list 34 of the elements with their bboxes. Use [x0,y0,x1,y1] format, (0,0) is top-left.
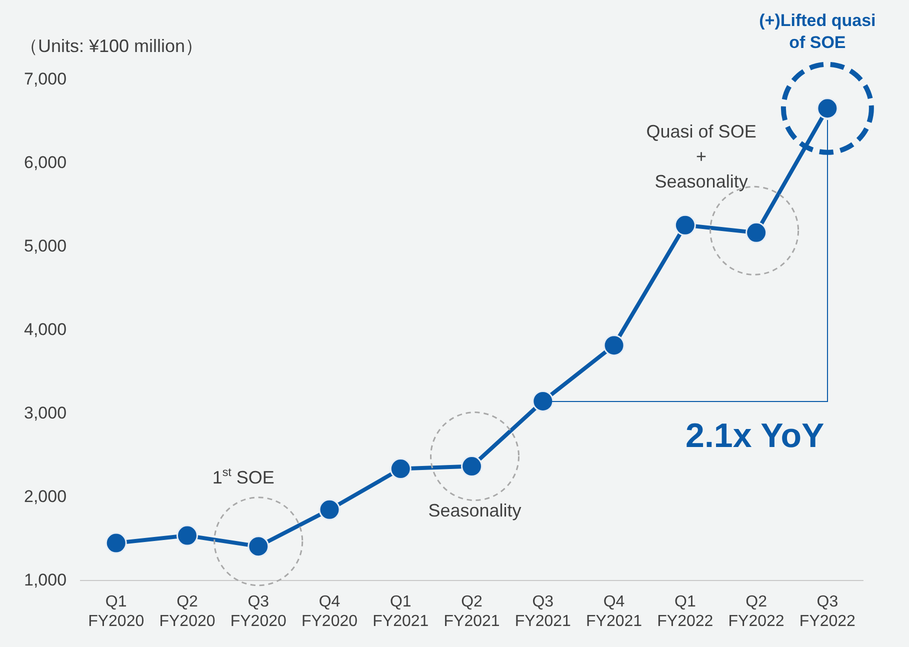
point [390,458,412,480]
x-tick-label: Q3 FY2020 [230,594,286,630]
x-tick-label: Q3 FY2021 [514,594,572,630]
x-tick-label: Q1 FY2020 [88,594,144,630]
y-tick-label: 3,000 [24,403,67,422]
text: (+)Lifted quasi of SOE [759,11,876,52]
point [176,524,198,546]
x-tick-label: Q4 FY2021 [586,594,642,630]
x-tick-label: Q1 FY2021 [372,594,429,630]
point [532,390,554,412]
x-tick-label: Q4 FY2020 [301,594,358,630]
annotation: 2.1x YoY [686,417,824,456]
text: （Units: ¥100 million） [20,36,204,56]
point [674,214,696,236]
y-tick-label: 2,000 [24,486,67,506]
x-tick-label: Q2 FY2021 [444,594,500,630]
point [816,98,838,120]
y-tick-label: 7,000 [24,70,67,89]
x-tick-label: Q2 FY2020 [159,594,216,630]
annotation: Quasi of SOE + Seasonality [646,122,756,192]
point [746,222,768,244]
annotation: Seasonality [428,500,522,520]
point [248,536,270,558]
y-tick-label: 5,000 [24,236,67,256]
y-tick-label: 6,000 [24,153,67,172]
point [603,334,625,356]
y-tick-label: 1,000 [24,570,67,590]
y-tick-label: 4,000 [24,320,67,339]
x-tick-label: Q3 FY2022 [799,594,856,630]
point [461,456,483,478]
point [105,532,127,554]
x-tick-label: Q1 FY2022 [657,594,714,630]
point [318,498,340,520]
x-tick-label: Q2 FY2022 [728,594,784,630]
